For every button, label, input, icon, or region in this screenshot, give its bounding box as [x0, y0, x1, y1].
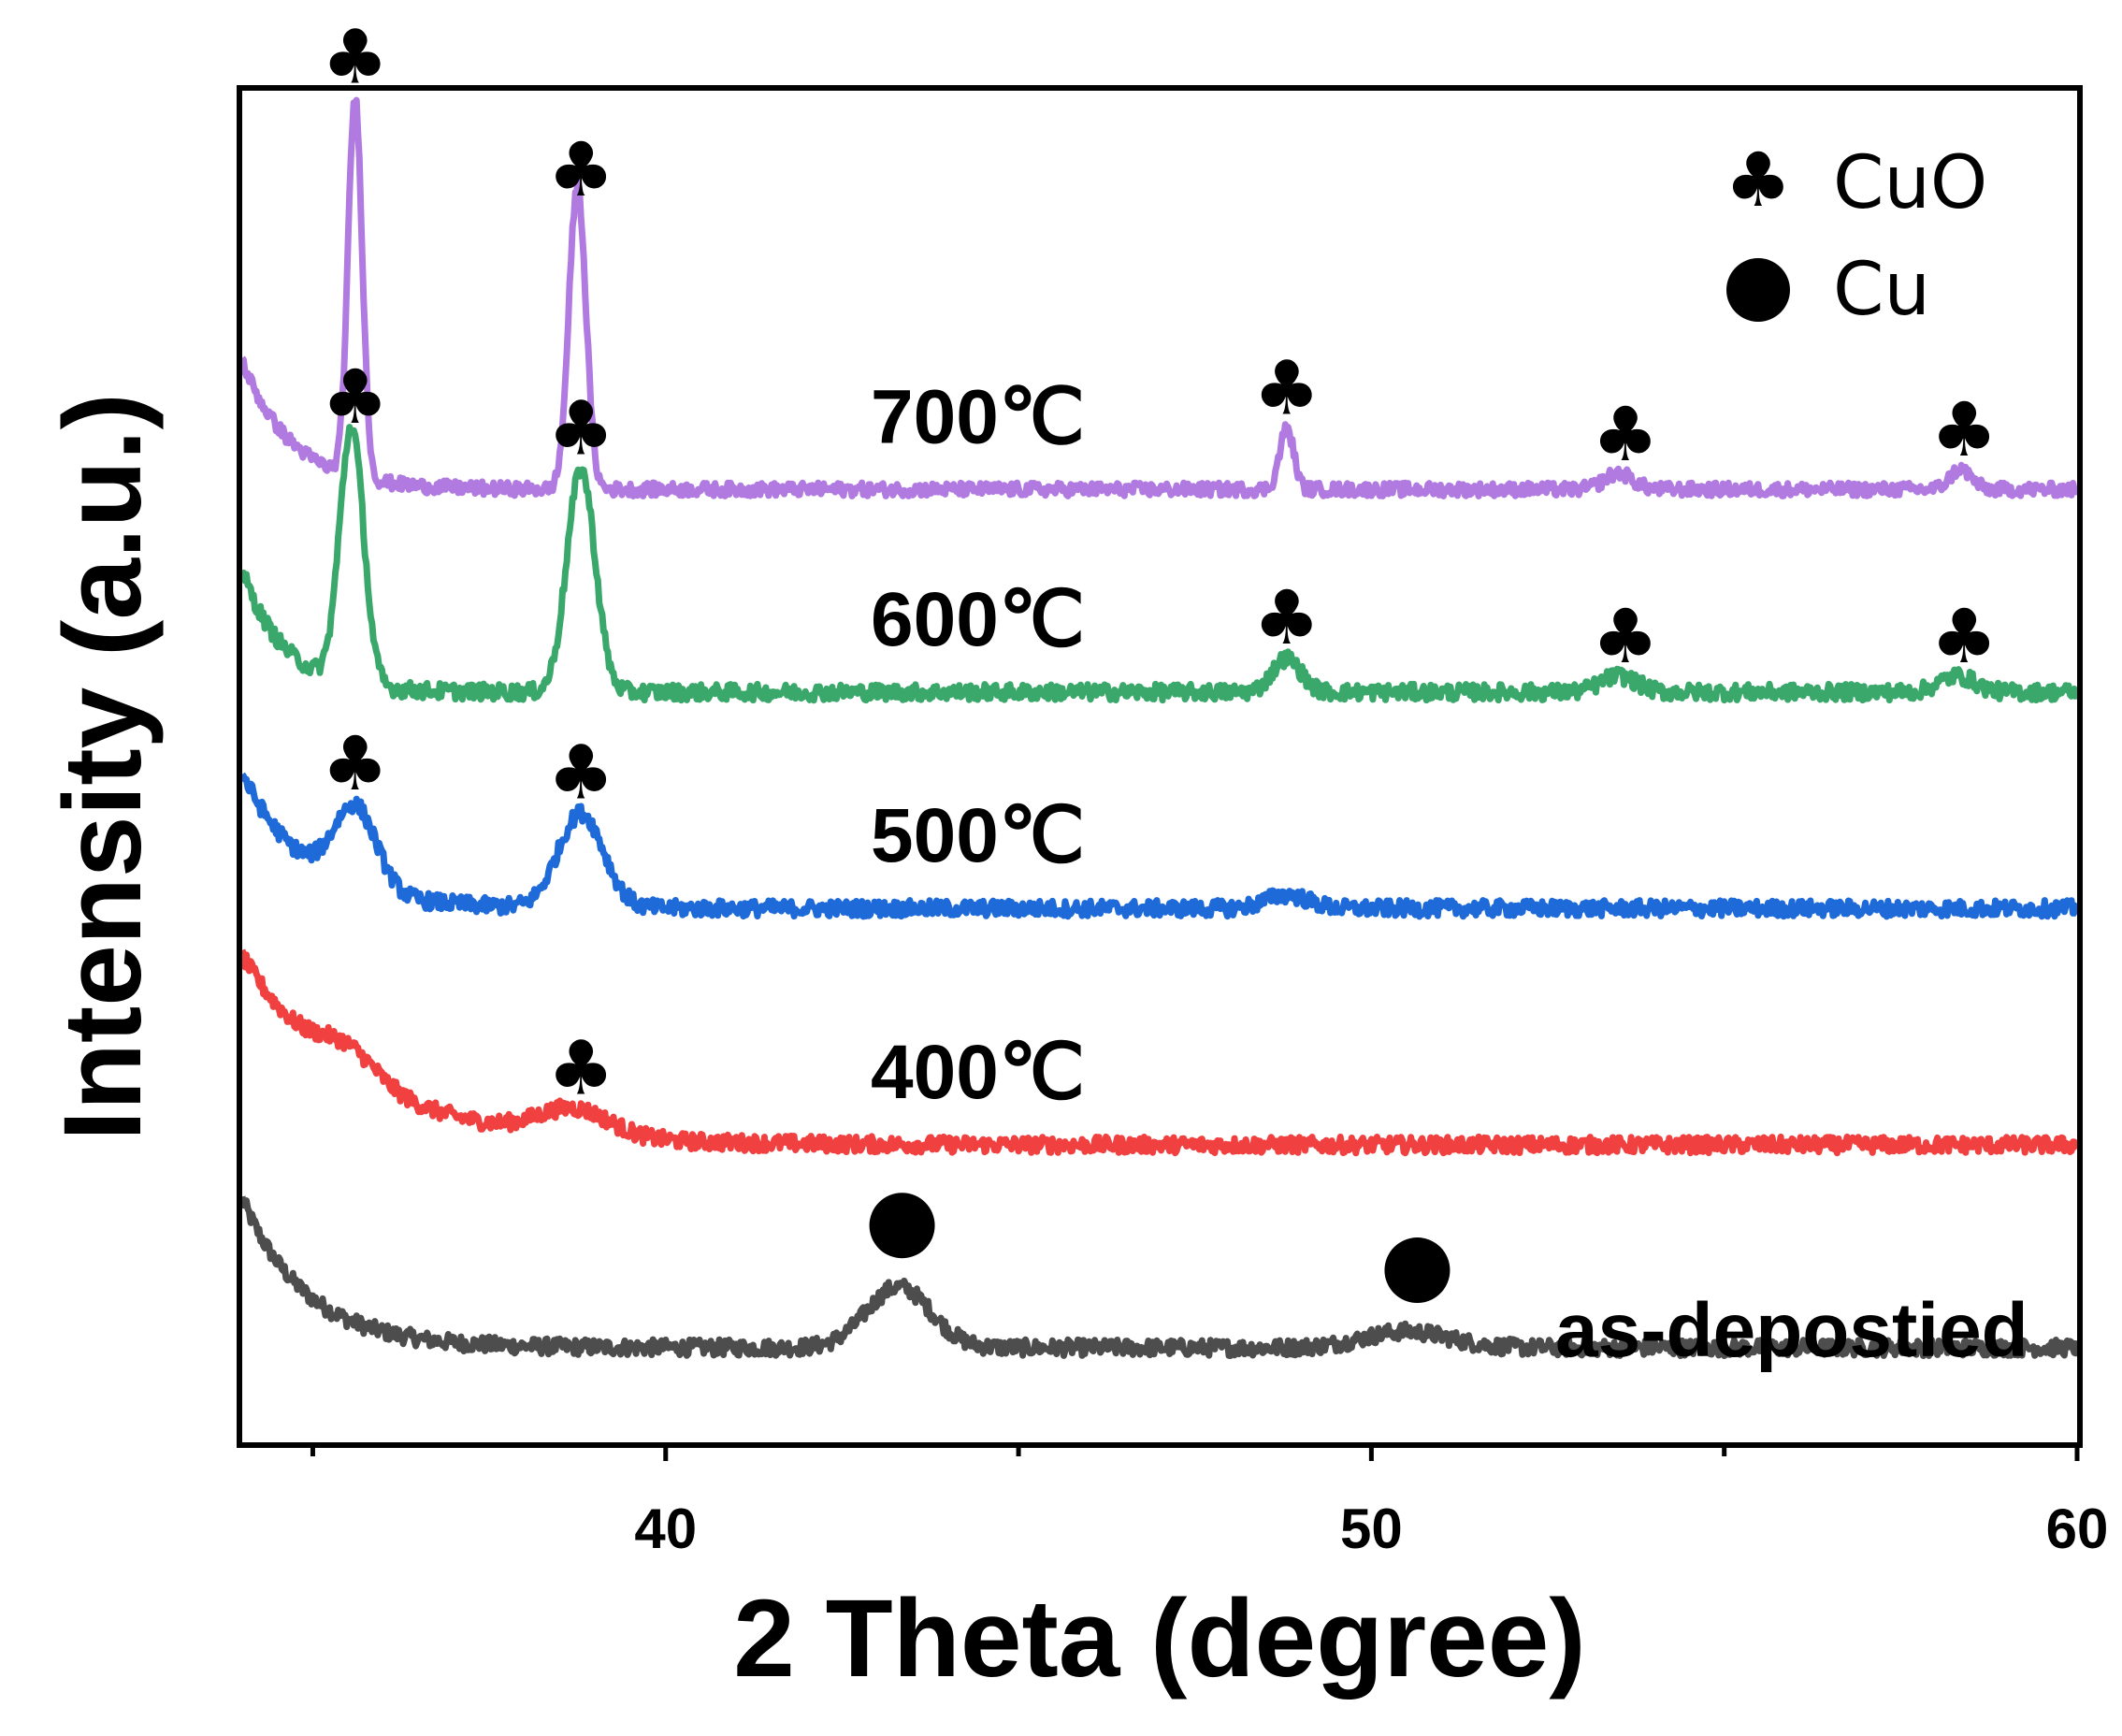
series-line-3: [240, 424, 2081, 704]
series-line-4: [239, 96, 2081, 499]
series-layer: [238, 96, 2081, 1359]
cuo-club-icon: ♣: [1930, 386, 1998, 473]
plot-frame: [237, 85, 2083, 1448]
cuo-club-icon: ♣: [547, 729, 614, 816]
series-label-4: 700℃: [871, 374, 1085, 459]
cuo-club-icon: ♣: [547, 1025, 614, 1112]
series-line-0: [238, 1195, 2081, 1359]
legend-label-cu: Cu: [1833, 248, 1930, 332]
cuo-club-icon: ♣: [1253, 574, 1321, 661]
legend-label-cuo: CuO: [1833, 141, 1987, 225]
x-axis-title: 2 Theta (degree): [733, 1577, 1585, 1700]
cuo-club-icon: ♣: [1592, 391, 1659, 478]
x-tick-label: 60: [2046, 1497, 2109, 1560]
cuo-club-icon: ♣: [547, 385, 614, 472]
cu-circle-icon: [1384, 1237, 1451, 1304]
series-line-2: [239, 772, 2080, 920]
series-line-1: [238, 948, 2080, 1157]
x-tick-label: 50: [1340, 1497, 1403, 1560]
cuo-club-icon: ♣: [1592, 593, 1659, 680]
series-label-2: 500℃: [871, 793, 1085, 878]
cuo-club-icon: ♣: [547, 126, 614, 213]
y-axis-title: Intensity (a.u.): [41, 393, 165, 1141]
x-tick-label: 40: [634, 1497, 697, 1560]
cu-circle-icon: [869, 1193, 935, 1259]
cuo-club-icon: ♣: [1253, 344, 1321, 431]
series-label-1: 400℃: [871, 1030, 1085, 1115]
cuo-club-icon: ♣: [1930, 593, 1998, 680]
cuo-club-icon: ♣: [322, 720, 389, 807]
legend-club-icon: ♣: [1725, 137, 1792, 224]
marker-layer: ♣ ♣ ♣ ♣ ♣ ♣ ♣ ♣ ♣ ♣ ♣ ♣ ♣: [322, 14, 1998, 1304]
x-axis-ticks: 40 50 60: [310, 1445, 2109, 1560]
legend-circle-icon: [1726, 258, 1790, 322]
series-label-3: 600℃: [871, 577, 1085, 662]
cuo-club-icon: ♣: [322, 354, 389, 441]
series-label-0: as-depostied: [1555, 1288, 2028, 1373]
label-layer: as-depostied 400℃ 500℃ 600℃ 700℃: [871, 374, 2028, 1373]
legend: ♣ CuO Cu: [1725, 137, 1987, 332]
